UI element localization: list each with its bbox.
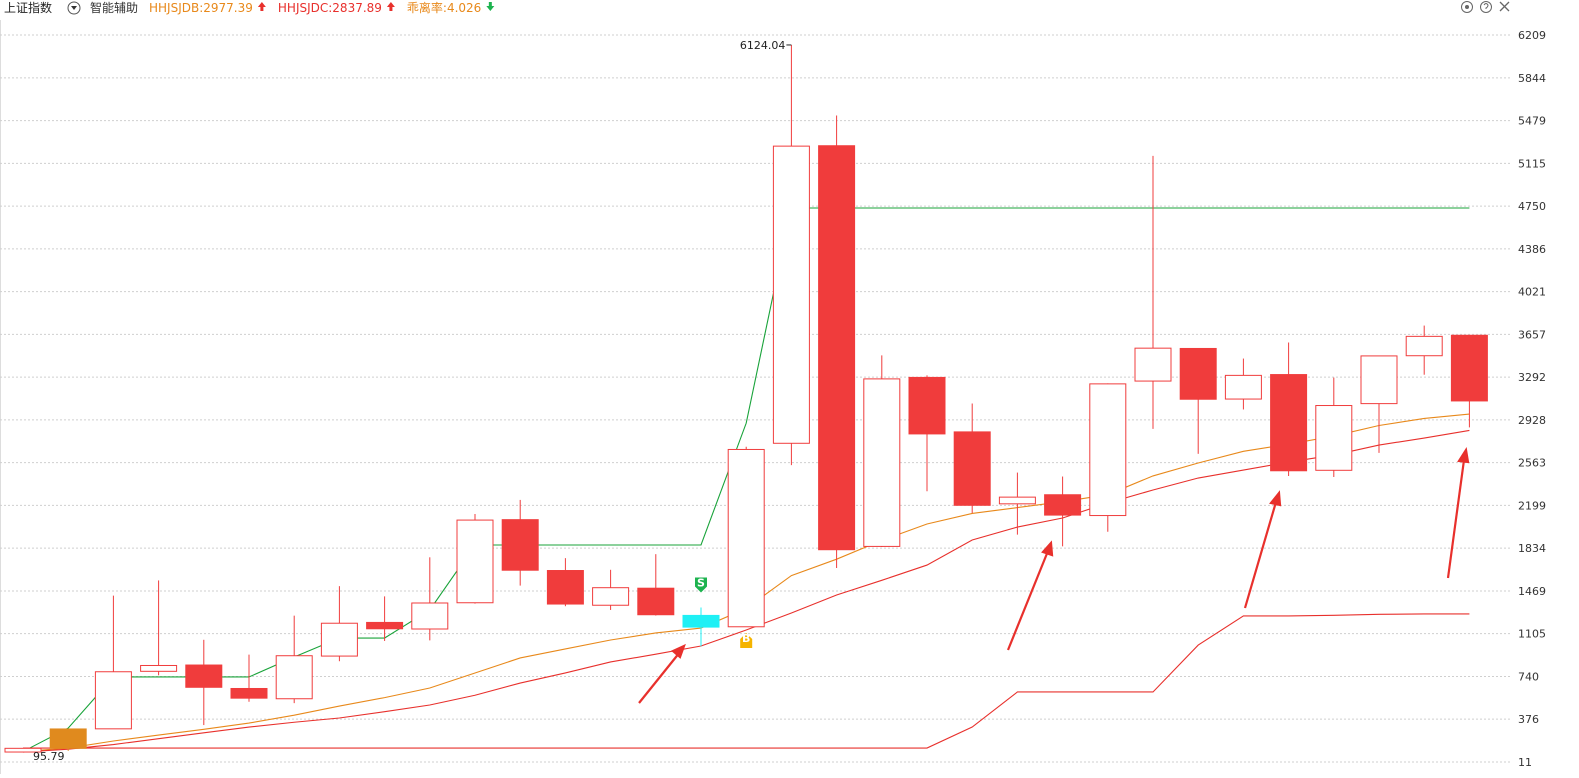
tool-label[interactable]: 智能辅助 <box>90 0 138 15</box>
arrow <box>1243 501 1278 609</box>
help-mark <box>1483 3 1489 9</box>
candle-body <box>1315 405 1353 471</box>
indicator-line <box>23 613 1470 749</box>
signal-marker <box>695 577 707 593</box>
candle-body <box>501 519 539 571</box>
y-tick-label: 2928 <box>1518 414 1546 427</box>
candle-body <box>1405 335 1443 357</box>
arrow <box>1006 550 1050 651</box>
candle-body <box>546 570 584 605</box>
candle-body <box>953 431 991 506</box>
dropdown-icon[interactable] <box>67 1 81 15</box>
y-tick-label: 4021 <box>1518 286 1546 299</box>
indicator-value: HHJSJDC:2837.89 <box>278 1 382 15</box>
y-tick-label: 6209 <box>1518 29 1546 42</box>
y-tick-label: 740 <box>1518 670 1539 683</box>
candle-body <box>682 614 720 628</box>
indicator-line <box>22 207 1470 753</box>
candles <box>4 44 1488 753</box>
y-tick-label: 5479 <box>1518 115 1546 128</box>
candle-body <box>366 621 404 630</box>
y-tick-label: 2199 <box>1518 499 1546 512</box>
signal-label: S <box>697 576 705 589</box>
y-tick-label: 2563 <box>1518 457 1546 470</box>
candle-body <box>1270 374 1308 472</box>
candle-body <box>230 687 268 699</box>
candle-body <box>863 378 901 547</box>
help-icon[interactable] <box>1480 1 1492 13</box>
indicator-arrow <box>257 2 266 11</box>
indicator-arrow <box>486 2 495 11</box>
candle-body <box>592 587 630 606</box>
y-tick-label: 5115 <box>1518 157 1546 170</box>
settings-icon[interactable] <box>1461 1 1473 13</box>
candle-body <box>456 519 494 604</box>
candle-body <box>1224 374 1262 400</box>
labels: 6124.04 95.79 S B <box>33 39 792 763</box>
arrow-head <box>1269 490 1282 507</box>
candle-body <box>772 145 810 444</box>
y-tick-label: 376 <box>1518 713 1539 726</box>
y-tick-label: 5844 <box>1518 72 1546 85</box>
y-tick-label: 11 <box>1518 756 1532 769</box>
indicator-arrow <box>386 2 395 11</box>
min-label: 95.79 <box>33 750 65 763</box>
candle-body <box>411 602 449 630</box>
candle-body <box>1360 355 1398 405</box>
candle-body <box>998 496 1036 505</box>
arrow-head <box>670 643 686 659</box>
arrow <box>1446 459 1466 579</box>
settings-icon-dot <box>1465 5 1469 9</box>
candle-body <box>4 747 42 753</box>
arrow-head <box>1041 540 1054 557</box>
candle-body <box>1450 334 1488 402</box>
signal-marker <box>740 633 753 649</box>
indicator-line <box>22 429 1470 753</box>
close-icon[interactable] <box>1499 1 1510 12</box>
header: 上证指数 智能辅助 HHJSJDB:2977.39 HHJSJDC:2837.89… <box>4 0 495 15</box>
indicator-value: HHJSJDB:2977.39 <box>149 1 253 15</box>
candle-body <box>818 145 856 551</box>
candle-body <box>94 671 132 730</box>
candle-body <box>140 664 178 672</box>
candle-body <box>1044 494 1082 516</box>
candle-body <box>185 664 223 688</box>
indicator-value: 乖离率:4.026 <box>407 0 481 15</box>
candle-body <box>637 587 675 616</box>
candle-body <box>1089 383 1127 517</box>
max-label: 6124.04 <box>740 39 786 52</box>
candle-body <box>1179 347 1217 400</box>
y-tick-label: 1834 <box>1518 542 1546 555</box>
y-tick-label: 3292 <box>1518 371 1546 384</box>
candle-body <box>908 376 946 435</box>
candle-body <box>727 448 765 628</box>
candle-body <box>49 728 87 749</box>
y-tick-label: 1105 <box>1518 628 1546 641</box>
y-tick-label: 1469 <box>1518 585 1546 598</box>
y-tick-label: 3657 <box>1518 328 1546 341</box>
candle-body <box>275 655 313 700</box>
arrow <box>638 651 681 704</box>
candle-body <box>320 622 358 657</box>
arrow-head <box>1457 446 1470 464</box>
candle-body <box>1134 347 1172 382</box>
window-icons <box>1461 1 1510 13</box>
signal-label: B <box>742 632 750 645</box>
red-arrows <box>638 446 1470 704</box>
index-title: 上证指数 <box>4 0 52 15</box>
y-tick-label: 4750 <box>1518 200 1546 213</box>
y-tick-label: 4386 <box>1518 243 1546 256</box>
grid: 11 376 740 1105 1469 1834 2199 2563 2928 3292 3657… <box>0 29 1546 769</box>
dropdown-arrow <box>71 6 77 10</box>
